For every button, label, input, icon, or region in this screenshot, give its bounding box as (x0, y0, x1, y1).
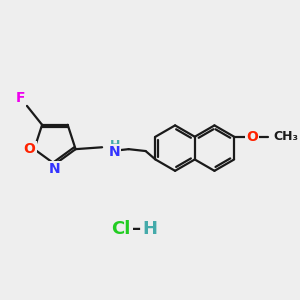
Text: F: F (16, 91, 25, 105)
Text: CH₃: CH₃ (274, 130, 299, 143)
Text: O: O (246, 130, 258, 144)
Text: –: – (132, 220, 141, 238)
Text: O: O (23, 142, 35, 156)
Text: H: H (110, 139, 121, 152)
Text: N: N (109, 145, 120, 159)
Text: N: N (49, 162, 61, 176)
Text: H: H (142, 220, 157, 238)
Text: Cl: Cl (112, 220, 131, 238)
